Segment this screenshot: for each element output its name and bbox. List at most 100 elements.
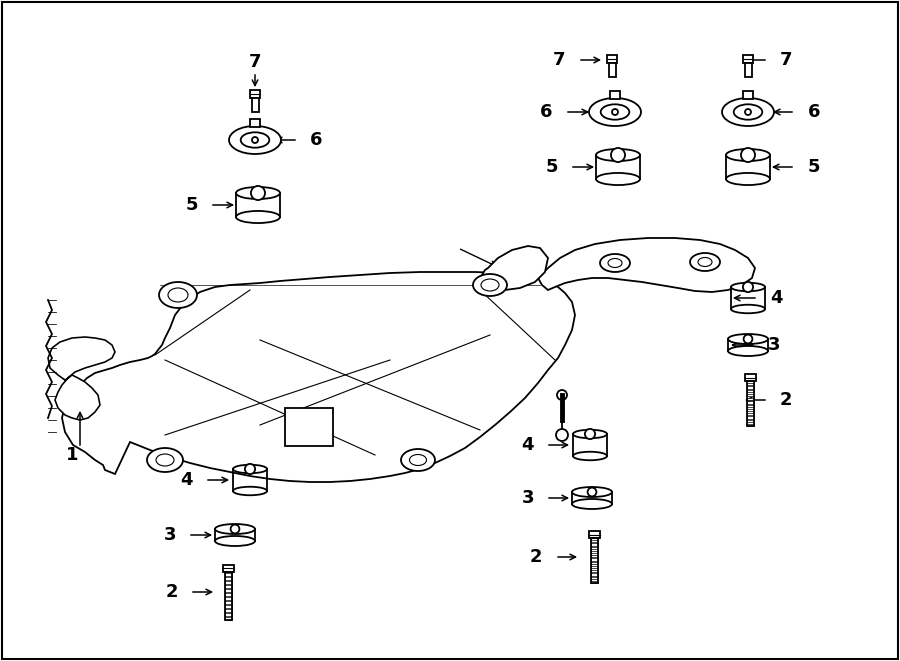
Bar <box>224 617 231 619</box>
Text: 1: 1 <box>66 446 78 464</box>
Ellipse shape <box>473 274 507 296</box>
Ellipse shape <box>589 98 641 126</box>
Circle shape <box>611 148 625 162</box>
Bar <box>589 531 599 538</box>
Ellipse shape <box>573 430 607 438</box>
Circle shape <box>745 109 751 115</box>
Bar <box>250 90 260 98</box>
Bar <box>224 601 231 603</box>
Bar <box>224 581 231 584</box>
Ellipse shape <box>596 173 640 185</box>
Ellipse shape <box>608 258 622 268</box>
Ellipse shape <box>728 334 768 344</box>
Text: 7: 7 <box>780 51 793 69</box>
Bar <box>590 555 598 557</box>
Ellipse shape <box>734 104 762 120</box>
Ellipse shape <box>401 449 435 471</box>
Text: 7: 7 <box>248 53 261 71</box>
Bar <box>590 570 598 572</box>
Bar <box>590 573 598 576</box>
Bar <box>590 551 598 553</box>
Bar <box>746 401 753 403</box>
Ellipse shape <box>731 305 765 313</box>
Text: 4: 4 <box>770 289 782 307</box>
Ellipse shape <box>690 253 720 271</box>
Polygon shape <box>48 337 115 420</box>
Bar <box>224 597 231 600</box>
Bar <box>224 589 231 592</box>
Ellipse shape <box>600 254 630 272</box>
Bar <box>746 383 753 385</box>
Text: 3: 3 <box>768 336 780 354</box>
Bar <box>251 98 258 112</box>
Polygon shape <box>538 238 755 292</box>
Circle shape <box>741 148 755 162</box>
Ellipse shape <box>215 524 255 534</box>
Text: 5: 5 <box>545 158 558 176</box>
Ellipse shape <box>233 465 267 473</box>
Bar <box>590 543 598 545</box>
Text: 3: 3 <box>521 489 534 507</box>
Ellipse shape <box>728 346 768 356</box>
Bar <box>224 605 231 607</box>
Ellipse shape <box>159 282 197 308</box>
Bar <box>746 412 753 414</box>
Bar <box>744 374 755 381</box>
Bar <box>224 609 231 611</box>
Bar <box>746 394 753 396</box>
Bar <box>590 559 598 561</box>
Circle shape <box>612 109 618 115</box>
Polygon shape <box>482 246 548 290</box>
Ellipse shape <box>233 486 267 495</box>
Ellipse shape <box>698 258 712 266</box>
Ellipse shape <box>156 454 174 466</box>
Ellipse shape <box>147 448 183 472</box>
Ellipse shape <box>215 536 255 546</box>
Circle shape <box>252 137 258 143</box>
Bar <box>743 91 753 99</box>
Ellipse shape <box>410 455 427 465</box>
Text: 5: 5 <box>185 196 198 214</box>
Bar <box>224 593 231 596</box>
Ellipse shape <box>600 104 629 120</box>
Bar <box>250 119 260 127</box>
Bar <box>224 585 231 588</box>
Text: 6: 6 <box>310 131 322 149</box>
Text: 2: 2 <box>529 548 542 566</box>
Circle shape <box>230 525 239 533</box>
Text: 3: 3 <box>164 526 176 544</box>
Circle shape <box>742 282 753 292</box>
Bar <box>746 390 753 392</box>
Ellipse shape <box>596 149 640 161</box>
Ellipse shape <box>229 126 281 154</box>
FancyBboxPatch shape <box>285 408 333 446</box>
Bar <box>744 63 752 77</box>
Text: 5: 5 <box>808 158 821 176</box>
Text: 4: 4 <box>181 471 193 489</box>
Ellipse shape <box>726 149 770 161</box>
Bar <box>590 562 598 564</box>
Polygon shape <box>62 272 575 482</box>
Text: 2: 2 <box>780 391 793 409</box>
Bar <box>746 386 753 389</box>
Bar <box>224 573 231 576</box>
Bar <box>746 420 753 422</box>
Bar <box>607 55 617 63</box>
Bar <box>590 547 598 549</box>
Text: 6: 6 <box>808 103 821 121</box>
Bar <box>590 566 598 568</box>
Bar <box>224 572 231 619</box>
Bar <box>590 539 598 542</box>
Circle shape <box>557 390 567 400</box>
Bar <box>743 55 753 63</box>
Bar <box>746 424 753 426</box>
Circle shape <box>743 334 752 344</box>
Ellipse shape <box>240 132 269 147</box>
Bar <box>222 564 233 572</box>
Ellipse shape <box>236 187 280 199</box>
Ellipse shape <box>481 279 499 291</box>
Circle shape <box>588 488 597 496</box>
Ellipse shape <box>236 211 280 223</box>
Bar <box>746 381 753 426</box>
Ellipse shape <box>572 499 612 509</box>
